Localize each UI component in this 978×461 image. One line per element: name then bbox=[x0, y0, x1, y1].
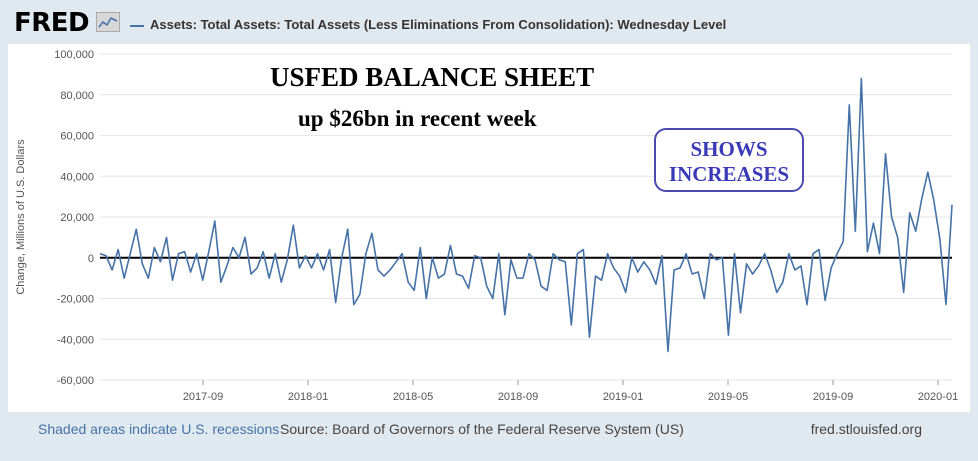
series-line bbox=[99, 77, 953, 353]
fred-logo[interactable]: FRED bbox=[14, 8, 90, 38]
chart-header: FRED Assets: Total Assets: Total Assets … bbox=[0, 0, 978, 44]
x-tick-label: 2020-01 bbox=[918, 391, 958, 403]
y-tick-label: -20,000 bbox=[57, 294, 94, 306]
y-tick-labels: -60,000 -40,000 -20,000 0 20,000 40,000 60,000… bbox=[54, 49, 94, 387]
annotation-box: SHOWS INCREASES bbox=[654, 128, 804, 192]
legend-line-icon bbox=[130, 24, 144, 27]
x-tick-label: 2017-09 bbox=[183, 391, 223, 403]
x-tick-label: 2018-09 bbox=[498, 391, 538, 403]
x-tick-label: 2019-01 bbox=[603, 391, 643, 403]
annotation-title: USFED BALANCE SHEET bbox=[270, 62, 595, 92]
x-tick-labels: 2017-09 2018-01 2018-05 2018-09 2019-01 2019-… bbox=[183, 380, 958, 403]
x-tick-label: 2018-05 bbox=[393, 391, 433, 403]
x-tick-label: 2019-05 bbox=[708, 391, 748, 403]
y-tick-label: -60,000 bbox=[57, 375, 94, 387]
grid-lines bbox=[100, 53, 952, 381]
y-tick-label: -40,000 bbox=[57, 334, 94, 346]
y-tick-label: 100,000 bbox=[54, 49, 94, 61]
y-tick-label: 40,000 bbox=[60, 171, 94, 183]
y-tick-label: 80,000 bbox=[60, 90, 94, 102]
series-title-text: Assets: Total Assets: Total Assets (Less… bbox=[150, 17, 727, 32]
annotation-subtitle: up $26bn in recent week bbox=[298, 106, 537, 131]
y-tick-label: 20,000 bbox=[60, 212, 94, 224]
y-axis-label: Change, Millions of U.S. Dollars bbox=[15, 139, 27, 295]
recession-note[interactable]: Shaded areas indicate U.S. recessions bbox=[38, 421, 280, 437]
chart-svg: -60,000 -40,000 -20,000 0 20,000 40,000 60,000… bbox=[15, 49, 958, 403]
y-tick-label: 60,000 bbox=[60, 131, 94, 143]
x-tick-label: 2019-09 bbox=[813, 391, 853, 403]
x-tick-label: 2018-01 bbox=[288, 391, 328, 403]
source-note: Source: Board of Governors of the Federa… bbox=[280, 421, 684, 437]
plot-area-wrapper: -60,000 -40,000 -20,000 0 20,000 40,000 60,000… bbox=[8, 44, 970, 412]
fred-graph-icon bbox=[96, 12, 120, 32]
annotation-box-line1: SHOWS bbox=[690, 137, 768, 161]
y-tick-label: 0 bbox=[88, 253, 94, 265]
annotation-box-line2: INCREASES bbox=[668, 162, 790, 186]
series-title: Assets: Total Assets: Total Assets (Less… bbox=[130, 17, 726, 32]
site-link[interactable]: fred.stlouisfed.org bbox=[810, 421, 922, 437]
